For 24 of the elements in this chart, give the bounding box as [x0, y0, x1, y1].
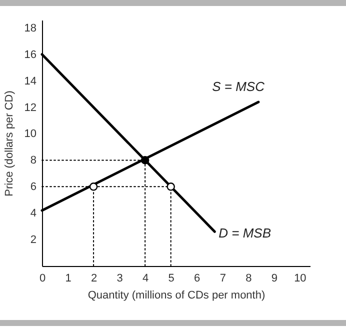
- x-axis-title: Quantity (millions of CDs per month): [88, 290, 266, 302]
- y-tick-label: 12: [24, 102, 36, 114]
- y-tick-label: 16: [24, 48, 36, 61]
- x-tick-label: 1: [65, 272, 72, 284]
- y-tick-label: 4: [30, 208, 36, 220]
- y-tick-label: 6: [30, 181, 36, 194]
- y-tick-label: 18: [24, 22, 36, 34]
- series-label: D = MSB: [218, 226, 272, 241]
- y-tick-label: 8: [30, 154, 36, 167]
- x-tick-label: 4: [142, 272, 149, 284]
- x-tick-label: 10: [294, 272, 306, 284]
- x-tick-label: 6: [194, 272, 200, 284]
- x-tick-label: 9: [271, 272, 278, 284]
- x-tick-label: 0: [39, 272, 46, 284]
- x-tick-label: 3: [116, 272, 123, 284]
- y-axis-title: Price (dollars per CD): [3, 90, 16, 196]
- y-tick-label: 2: [30, 234, 36, 246]
- series-label: S = MSC: [212, 79, 266, 94]
- y-tick-label: 10: [24, 128, 36, 140]
- x-tick-label: 5: [168, 272, 174, 284]
- x-tick-label: 2: [90, 272, 98, 284]
- y-tick-label: 14: [24, 75, 36, 88]
- x-tick-label: 8: [246, 272, 252, 284]
- x-tick-label: 7: [220, 272, 226, 284]
